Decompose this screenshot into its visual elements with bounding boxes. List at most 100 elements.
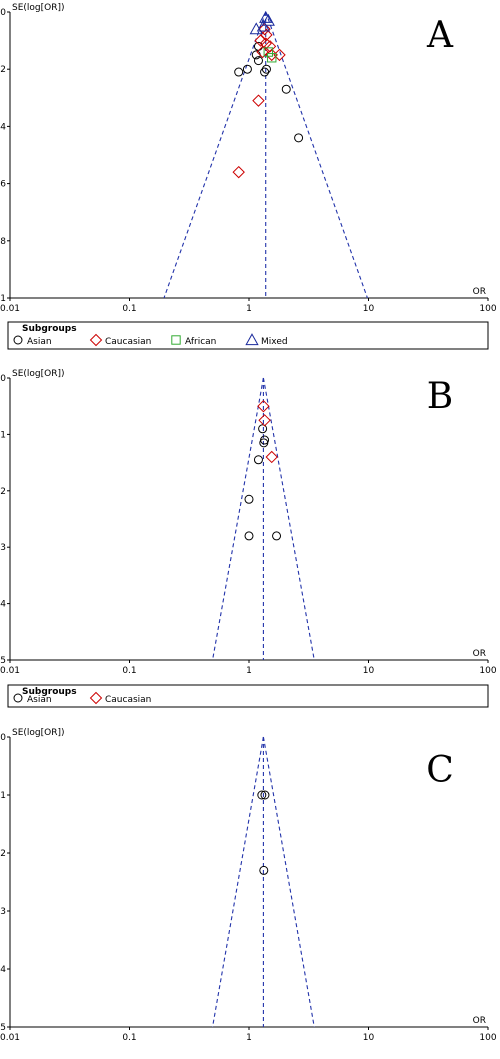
data-point bbox=[259, 865, 269, 875]
data-point bbox=[242, 64, 252, 74]
x-axis-title: OR bbox=[473, 649, 486, 659]
data-point bbox=[249, 22, 263, 35]
y-tick-label: 0.1 bbox=[0, 430, 6, 440]
legend-label: Asian bbox=[27, 695, 52, 705]
data-point bbox=[253, 56, 263, 66]
data-point bbox=[260, 67, 270, 77]
funnel-plot-b: SE(log[OR]) 0 0.1 0.2 0.3 0.4 0.50.01 0.1 1 10 100… bbox=[0, 369, 497, 708]
y-tick-label: 0 bbox=[0, 733, 6, 743]
panel-label: A bbox=[426, 15, 454, 56]
data-point bbox=[259, 10, 273, 23]
y-axis-title: SE(log[OR]) bbox=[12, 3, 65, 13]
funnel-right-line bbox=[265, 11, 368, 299]
y-tick-label: 0.3 bbox=[0, 543, 6, 553]
x-tick-label: 0.1 bbox=[122, 304, 136, 314]
x-tick-label: 100 bbox=[479, 666, 496, 676]
y-tick-label: 0.2 bbox=[0, 849, 6, 859]
x-tick-label: 0.1 bbox=[122, 1033, 136, 1043]
data-point bbox=[294, 133, 304, 143]
data-point bbox=[267, 53, 277, 63]
y-tick-label: 0.5 bbox=[0, 1023, 6, 1033]
funnel-plot-a: SE(log[OR])00.20.40.60.810.010.1110100OR… bbox=[0, 3, 497, 350]
data-point bbox=[256, 19, 271, 32]
data-point bbox=[256, 45, 269, 59]
legend-title: Subgroups bbox=[22, 324, 77, 334]
y-tick-label: 1 bbox=[0, 294, 6, 304]
x-axis-title: OR bbox=[473, 1016, 486, 1026]
funnel-plot-c: SE(log[OR]) 0 0.1 0.2 0.3 0.4 0.50.01 0.1 1 10 100… bbox=[0, 728, 497, 1043]
data-point bbox=[257, 399, 270, 413]
x-tick-label: 100 bbox=[479, 1033, 496, 1043]
data-point bbox=[261, 13, 275, 26]
x-tick-label: 1 bbox=[246, 666, 252, 676]
legend-label: Caucasian bbox=[105, 337, 151, 347]
data-point bbox=[272, 531, 282, 541]
y-axis-title: SE(log[OR]) bbox=[12, 369, 65, 379]
y-tick-label: 0.5 bbox=[0, 656, 6, 666]
x-tick-label: 1 bbox=[246, 304, 252, 314]
legend-box bbox=[7, 684, 489, 708]
panel-label: C bbox=[426, 750, 454, 791]
x-tick-label: 0.01 bbox=[0, 666, 20, 676]
funnel-left-line bbox=[163, 11, 267, 299]
y-tick-label: 0.8 bbox=[0, 237, 6, 247]
data-point bbox=[260, 790, 270, 800]
x-tick-label: 100 bbox=[479, 304, 496, 314]
y-tick-label: 0 bbox=[0, 8, 6, 18]
legend: Subgroups Asian Caucasian African Mixed bbox=[7, 321, 489, 350]
x-tick-label: 10 bbox=[363, 304, 375, 314]
y-tick-label: 0.4 bbox=[0, 122, 6, 132]
legend-label: Mixed bbox=[261, 337, 288, 347]
data-point bbox=[259, 438, 269, 448]
x-tick-label: 10 bbox=[363, 666, 375, 676]
data-point bbox=[257, 790, 267, 800]
data-point bbox=[258, 424, 268, 434]
y-tick-label: 0.4 bbox=[0, 600, 6, 610]
funnel-left-line bbox=[212, 736, 264, 1028]
x-tick-label: 10 bbox=[363, 1033, 375, 1043]
y-axis-title: SE(log[OR]) bbox=[12, 728, 65, 738]
legend-box bbox=[7, 321, 489, 350]
x-tick-label: 0.01 bbox=[0, 304, 20, 314]
data-point bbox=[234, 67, 244, 77]
y-tick-label: 0.4 bbox=[0, 965, 6, 975]
funnel-right-line bbox=[262, 736, 315, 1028]
y-tick-label: 0.2 bbox=[0, 487, 6, 497]
data-point bbox=[258, 414, 271, 427]
y-tick-label: 0.1 bbox=[0, 791, 6, 801]
legend-marker bbox=[89, 691, 103, 705]
legend-marker bbox=[171, 335, 181, 345]
y-tick-label: 0.3 bbox=[0, 907, 6, 917]
data-point bbox=[281, 84, 291, 94]
data-point bbox=[263, 40, 277, 53]
data-point bbox=[253, 455, 263, 465]
data-point bbox=[252, 94, 265, 107]
legend-title: Subgroups bbox=[22, 687, 77, 697]
legend-marker bbox=[89, 333, 103, 347]
y-tick-label: 0.6 bbox=[0, 180, 6, 190]
panel-label: B bbox=[427, 376, 453, 417]
data-point bbox=[261, 64, 271, 74]
legend-marker bbox=[245, 333, 259, 346]
x-tick-label: 0.1 bbox=[122, 666, 136, 676]
legend-label: African bbox=[185, 337, 216, 347]
data-point bbox=[265, 450, 278, 464]
x-tick-label: 0.01 bbox=[0, 1033, 20, 1043]
data-point bbox=[258, 22, 271, 36]
y-tick-label: 0 bbox=[0, 374, 6, 384]
legend-marker bbox=[13, 335, 23, 345]
funnel-right-line bbox=[262, 377, 315, 661]
x-tick-label: 1 bbox=[246, 1033, 252, 1043]
data-point bbox=[244, 531, 254, 541]
data-point bbox=[244, 494, 254, 504]
x-axis-title: OR bbox=[473, 287, 486, 297]
legend-label: Asian bbox=[27, 337, 52, 347]
data-point bbox=[232, 165, 245, 179]
funnel-left-line bbox=[212, 377, 264, 661]
data-point bbox=[263, 47, 273, 57]
legend-label: Caucasian bbox=[105, 695, 151, 705]
y-tick-label: 0.2 bbox=[0, 65, 6, 75]
